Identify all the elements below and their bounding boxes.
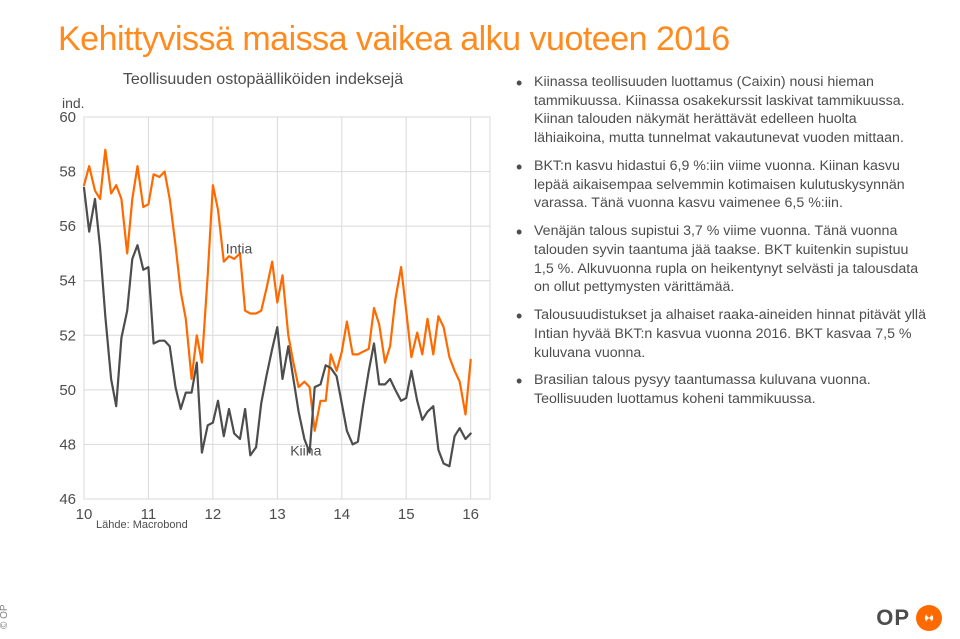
- svg-text:13: 13: [269, 506, 286, 523]
- list-item: Brasilian talous pysyy taantumassa kuluv…: [510, 371, 928, 408]
- svg-text:48: 48: [59, 436, 76, 453]
- svg-text:54: 54: [59, 273, 76, 290]
- chart-subtitle: Teollisuuden ostopäälliköiden indeksejä: [28, 71, 498, 89]
- list-item: BKT:n kasvu hidastui 6,9 %:iin viime vuo…: [510, 157, 928, 213]
- chart-source: Lähde: Macrobond: [96, 519, 188, 531]
- svg-text:Intia: Intia: [226, 240, 253, 256]
- list-item: Talousuudistukset ja alhaiset raaka-aine…: [510, 306, 928, 362]
- svg-text:10: 10: [76, 506, 93, 523]
- list-item: Venäjän talous supistui 3,7 % viime vuon…: [510, 222, 928, 297]
- copyright: © OP: [0, 604, 10, 629]
- logo-text: OP: [876, 605, 910, 631]
- bullet-list: Kiinassa teollisuuden luottamus (Caixin)…: [510, 73, 928, 409]
- svg-text:16: 16: [462, 506, 479, 523]
- logo-icon: [916, 605, 942, 631]
- svg-text:50: 50: [59, 382, 76, 399]
- line-chart: 464850525456586010111213141516IntiaKiina: [28, 93, 498, 553]
- svg-text:58: 58: [59, 164, 76, 181]
- op-logo: OP: [876, 605, 942, 631]
- slide: Kehittyvissä maissa vaikea alku vuoteen …: [0, 0, 960, 639]
- svg-text:46: 46: [59, 491, 76, 508]
- svg-text:52: 52: [59, 327, 76, 344]
- page-title: Kehittyvissä maissa vaikea alku vuoteen …: [58, 20, 932, 59]
- list-item: Kiinassa teollisuuden luottamus (Caixin)…: [510, 73, 928, 148]
- text-column: Kiinassa teollisuuden luottamus (Caixin)…: [498, 65, 928, 585]
- content-row: Teollisuuden ostopäälliköiden indeksejä …: [28, 65, 932, 585]
- svg-text:Kiina: Kiina: [290, 442, 321, 458]
- svg-text:12: 12: [205, 506, 222, 523]
- svg-text:14: 14: [333, 506, 350, 523]
- svg-text:60: 60: [59, 109, 76, 126]
- svg-text:15: 15: [398, 506, 415, 523]
- chart-column: Teollisuuden ostopäälliköiden indeksejä …: [28, 65, 498, 585]
- svg-text:56: 56: [59, 218, 76, 235]
